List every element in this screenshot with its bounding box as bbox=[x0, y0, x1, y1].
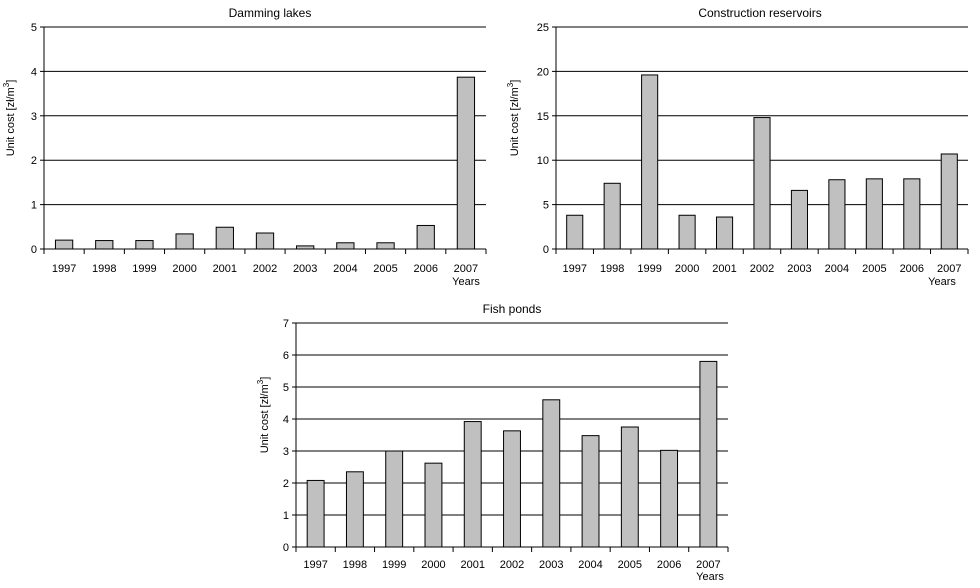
x-tick-label: 2004 bbox=[578, 559, 602, 571]
y-axis-label: Unit cost [zł/m3] bbox=[2, 80, 17, 157]
y-axis-label: Unit cost [zł/m3] bbox=[506, 80, 521, 157]
x-tick-label: 2001 bbox=[712, 263, 736, 275]
bar bbox=[865, 178, 883, 250]
x-tick-label: 2007 bbox=[454, 263, 478, 275]
bar bbox=[463, 421, 482, 548]
bar bbox=[54, 239, 74, 250]
chart-title: Fish ponds bbox=[483, 302, 542, 316]
bar bbox=[416, 224, 435, 250]
bar bbox=[641, 74, 659, 250]
y-tick-label: 0 bbox=[543, 244, 549, 256]
bar bbox=[503, 430, 521, 548]
y-tick-label: 20 bbox=[537, 66, 549, 78]
y-tick-label: 4 bbox=[31, 66, 37, 78]
x-axis-label: Years bbox=[452, 276, 480, 288]
x-tick-label: 2006 bbox=[657, 559, 681, 571]
x-tick-label: 1999 bbox=[382, 559, 406, 571]
bar bbox=[306, 479, 325, 548]
y-tick-label: 25 bbox=[537, 22, 549, 34]
y-tick-label: 7 bbox=[283, 318, 289, 330]
chart-title: Construction reservoirs bbox=[698, 6, 821, 20]
x-tick-label: 1999 bbox=[132, 263, 156, 275]
x-tick-label: 2002 bbox=[750, 263, 774, 275]
bar bbox=[753, 117, 771, 250]
bar bbox=[542, 399, 561, 548]
x-tick-label: 1997 bbox=[303, 559, 327, 571]
y-tick-label: 5 bbox=[283, 382, 289, 394]
bar bbox=[603, 182, 621, 250]
bar bbox=[456, 76, 476, 250]
y-tick-label: 0 bbox=[283, 542, 289, 554]
x-tick-label: 2007 bbox=[937, 263, 961, 275]
bar bbox=[424, 462, 443, 548]
bar bbox=[660, 449, 679, 548]
y-tick-label: 15 bbox=[537, 111, 549, 123]
y-tick-label: 2 bbox=[31, 155, 37, 167]
y-tick-label: 3 bbox=[31, 111, 37, 123]
bar bbox=[255, 232, 275, 250]
x-tick-label: 2006 bbox=[900, 263, 924, 275]
x-tick-label: 2001 bbox=[213, 263, 237, 275]
x-tick-label: 2000 bbox=[421, 559, 445, 571]
x-tick-label: 2006 bbox=[413, 263, 437, 275]
x-tick-label: 2003 bbox=[787, 263, 811, 275]
bar bbox=[790, 189, 809, 250]
x-tick-label: 2004 bbox=[825, 263, 849, 275]
x-tick-label: 2005 bbox=[862, 263, 886, 275]
x-tick-label: 1998 bbox=[600, 263, 624, 275]
bar bbox=[940, 153, 958, 250]
x-tick-label: 2001 bbox=[460, 559, 484, 571]
bar bbox=[828, 179, 846, 250]
y-axis-label: Unit cost [zł/m3] bbox=[256, 377, 271, 454]
x-tick-label: 2007 bbox=[696, 559, 720, 571]
x-axis-label: Years bbox=[696, 571, 724, 583]
bar bbox=[620, 426, 639, 548]
bar bbox=[336, 242, 355, 250]
bar bbox=[566, 214, 584, 250]
x-axis-label: Years bbox=[928, 276, 956, 288]
x-tick-label: 1997 bbox=[52, 263, 76, 275]
bar bbox=[135, 240, 154, 250]
x-tick-label: 2003 bbox=[293, 263, 317, 275]
x-tick-label: 2005 bbox=[373, 263, 397, 275]
bar bbox=[376, 242, 395, 250]
y-tick-label: 1 bbox=[31, 200, 37, 212]
x-tick-label: 2003 bbox=[539, 559, 563, 571]
x-tick-label: 2002 bbox=[500, 559, 524, 571]
x-tick-label: 2002 bbox=[253, 263, 277, 275]
construction-reservoirs-chart: Construction reservoirs 0 5 10 15 20 25 1997 199… bbox=[506, 6, 969, 288]
fish-ponds-chart: Fish ponds 0 1 2 3 4 5 6 7 1997 1998 1999 2000 2001 20… bbox=[256, 302, 729, 583]
chart-title: Damming lakes bbox=[229, 6, 312, 20]
bar bbox=[385, 450, 404, 548]
y-tick-label: 10 bbox=[537, 155, 549, 167]
x-tick-label: 1998 bbox=[92, 263, 116, 275]
y-tick-label: 4 bbox=[283, 414, 289, 426]
bar bbox=[175, 233, 194, 250]
x-tick-label: 1998 bbox=[343, 559, 367, 571]
bar bbox=[699, 360, 718, 548]
bar bbox=[715, 216, 734, 250]
x-tick-label: 2005 bbox=[618, 559, 642, 571]
bar bbox=[678, 214, 696, 250]
x-tick-label: 2004 bbox=[333, 263, 357, 275]
bar bbox=[95, 240, 114, 250]
y-tick-label: 2 bbox=[283, 478, 289, 490]
bar bbox=[581, 435, 600, 548]
bar bbox=[903, 178, 921, 250]
x-tick-label: 2000 bbox=[675, 263, 699, 275]
y-tick-label: 5 bbox=[543, 200, 549, 212]
x-tick-label: 1997 bbox=[562, 263, 586, 275]
x-tick-label: 2000 bbox=[172, 263, 196, 275]
damming-lakes-chart: Damming lakes 0 1 2 3 4 5 1997 1998 1999 2000 2001 2… bbox=[2, 6, 487, 288]
bar bbox=[345, 471, 364, 548]
y-tick-label: 1 bbox=[283, 510, 289, 522]
bar bbox=[215, 226, 234, 250]
y-tick-label: 5 bbox=[31, 22, 37, 34]
y-tick-label: 0 bbox=[31, 244, 37, 256]
x-tick-label: 1999 bbox=[637, 263, 661, 275]
y-tick-label: 6 bbox=[283, 350, 289, 362]
y-tick-label: 3 bbox=[283, 446, 289, 458]
